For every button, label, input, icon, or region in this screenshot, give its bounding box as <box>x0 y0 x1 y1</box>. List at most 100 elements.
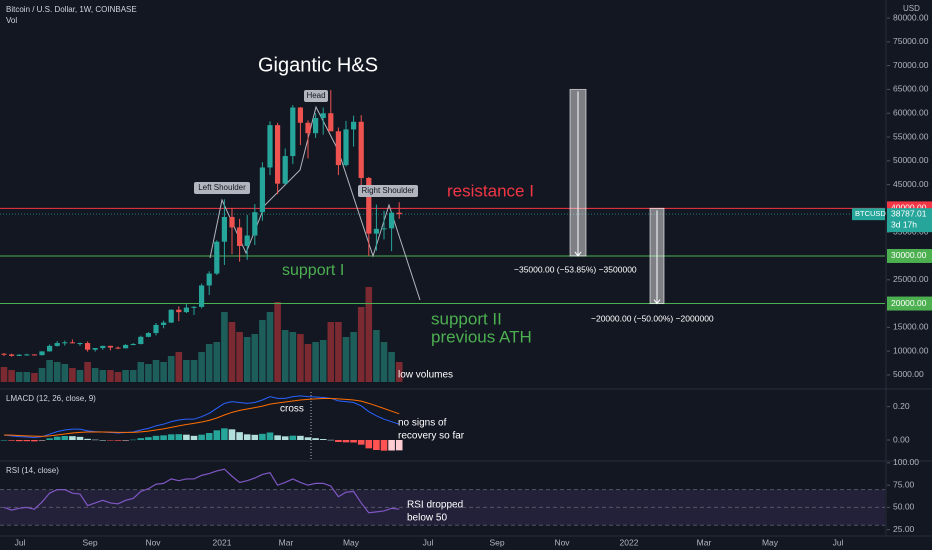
volume-bar <box>228 322 236 382</box>
histogram-bar <box>236 432 243 440</box>
y-tick-label: 65000.00 <box>893 84 929 94</box>
last-price-label: 38787.01 <box>891 208 927 218</box>
measure-arrowhead <box>653 299 661 305</box>
candle-body <box>214 241 220 274</box>
candle-body <box>115 347 121 349</box>
level-label-box <box>887 248 932 263</box>
candle-body <box>313 117 319 134</box>
candle-body <box>206 273 212 286</box>
candle-body <box>358 121 364 178</box>
candle-body <box>100 345 106 349</box>
candle-body <box>221 216 227 242</box>
candle-body <box>69 342 75 344</box>
symbol-tag <box>852 208 885 221</box>
histogram-bar <box>190 435 198 440</box>
histogram-bar <box>289 435 297 440</box>
histogram-bar <box>129 439 137 441</box>
volume-bar <box>91 368 99 382</box>
volume-bar <box>15 372 23 382</box>
candle-body <box>54 343 60 346</box>
histogram-bar <box>243 434 251 440</box>
volume-bar <box>373 330 380 382</box>
candle-body <box>237 227 243 246</box>
volume-bar <box>183 360 190 382</box>
histogram-bar <box>91 439 99 441</box>
candle-body <box>168 309 174 323</box>
y-tick-label: 25000.00 <box>893 274 929 284</box>
histogram-bar <box>152 435 160 440</box>
volume-bar <box>160 362 167 382</box>
y-tick-label: 50.00 <box>893 502 915 512</box>
histogram-bar <box>365 440 373 449</box>
pattern-label-box <box>194 182 250 194</box>
x-tick-label: Jul <box>423 537 434 547</box>
y-tick-label: 25.00 <box>893 524 915 534</box>
candle-body <box>130 343 136 345</box>
last-price-box <box>887 208 932 233</box>
annotation: support II <box>431 309 502 328</box>
volume-bar <box>69 368 76 382</box>
candle-body <box>373 228 379 234</box>
volume-bar <box>221 312 228 382</box>
candle-body <box>335 131 341 166</box>
candle-body <box>199 285 205 307</box>
x-tick-label: Jul <box>833 537 844 547</box>
y-tick-label: 80000.00 <box>893 12 929 22</box>
volume-bar <box>198 352 205 382</box>
volume-bar <box>304 344 312 382</box>
y-tick-label: 0.20 <box>893 401 910 411</box>
histogram-bar <box>335 440 342 442</box>
pattern-label-box <box>358 185 418 197</box>
candle-body <box>381 228 387 230</box>
x-tick-label: 2022 <box>620 537 639 547</box>
volume-bar <box>31 373 38 382</box>
measure-arrowhead <box>574 251 582 257</box>
volume-bar <box>327 322 335 382</box>
axis-unit: USD <box>903 4 920 13</box>
candle-body <box>396 212 402 215</box>
volume-bar <box>281 330 289 382</box>
level-label: 30000.00 <box>891 250 927 260</box>
rsi-line <box>3 468 400 514</box>
volume-bar <box>76 370 84 382</box>
candle-body <box>320 113 326 118</box>
histogram-bar <box>395 440 403 451</box>
histogram-bar <box>107 440 114 441</box>
candle-body <box>176 309 182 313</box>
candle-body <box>39 351 45 356</box>
volume-bar <box>99 370 107 382</box>
histogram-bar <box>160 435 167 440</box>
y-tick-label: 75.00 <box>893 479 915 489</box>
pattern-label: Left Shoulder <box>198 183 246 192</box>
level-label-box <box>887 296 932 311</box>
histogram-bar <box>114 440 122 441</box>
volume-bar <box>152 360 160 382</box>
volume-bar <box>357 307 365 382</box>
candle-body <box>351 121 357 130</box>
histogram-bar <box>350 440 357 443</box>
pane-title: RSI (14, close) <box>6 466 59 475</box>
candle-body <box>62 342 68 344</box>
histogram-bar <box>175 434 183 440</box>
macd-line <box>3 395 400 439</box>
histogram-bar <box>266 432 274 440</box>
volume-bar <box>205 344 213 382</box>
volume-bar <box>236 332 243 382</box>
candle-body <box>389 212 395 229</box>
volume-bar <box>342 337 350 382</box>
volume-bar <box>175 352 183 382</box>
annotation: support I <box>282 262 344 279</box>
histogram-bar <box>137 438 145 440</box>
annotation: Gigantic H&S <box>258 54 378 76</box>
candle-body <box>107 345 113 348</box>
candle-body <box>77 343 83 345</box>
volume-bar <box>388 352 395 382</box>
candle-body <box>161 322 167 325</box>
y-tick-label: 10000.00 <box>893 345 929 355</box>
candle-body <box>267 125 273 168</box>
histogram-bar <box>373 440 380 450</box>
y-tick-label: 50000.00 <box>893 155 929 165</box>
measure-label: −20000.00 (−50.00%) −2000000 <box>591 313 714 323</box>
annotation: RSI dropped <box>407 500 463 511</box>
candle-body <box>92 348 98 350</box>
